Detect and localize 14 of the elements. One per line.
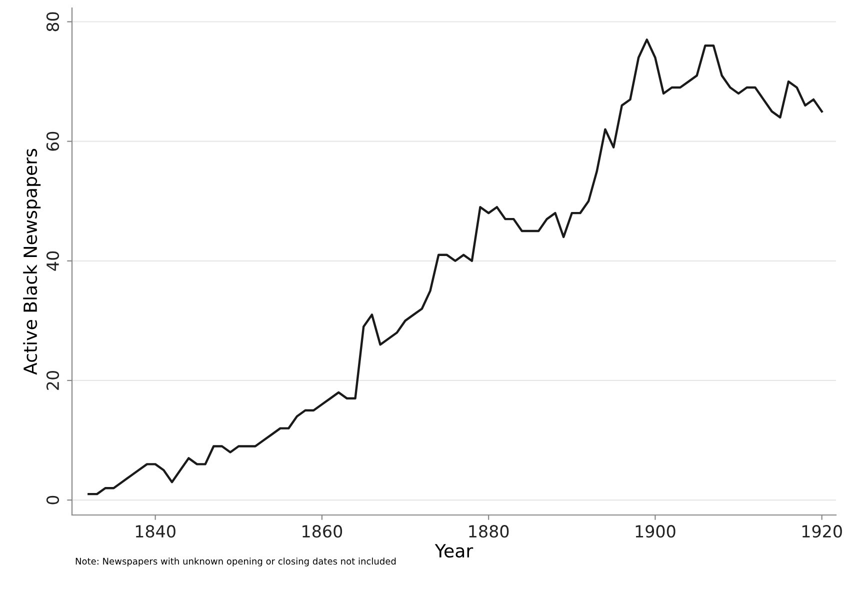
y-tick-label: 20 bbox=[46, 370, 60, 390]
text: Note: Newspapers with unknown opening or closing dates not included bbox=[76, 558, 396, 566]
x-tick-label: 1900 bbox=[636, 525, 676, 538]
y-tick-label: 0 bbox=[46, 496, 60, 504]
y-axis-title: Active Black Newspapers bbox=[23, 148, 41, 375]
y-tick-label: 40 bbox=[46, 251, 60, 271]
x-tick-label: 1860 bbox=[302, 525, 342, 538]
x-axis-title: Year bbox=[434, 544, 474, 558]
line-series bbox=[88, 38, 823, 496]
x-tick-label: 1920 bbox=[802, 525, 842, 538]
x-tick-label: 1880 bbox=[469, 525, 509, 538]
x-tick-label: 1840 bbox=[136, 525, 176, 538]
y-tick-label: 80 bbox=[46, 12, 60, 32]
y-tick-label: 60 bbox=[46, 132, 60, 151]
